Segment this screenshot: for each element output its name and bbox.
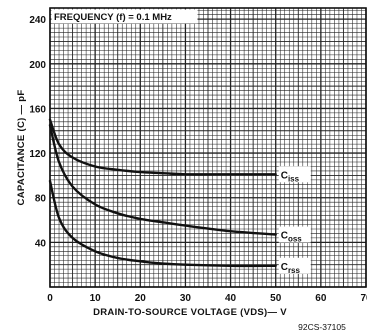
x-tick-label: 10 bbox=[90, 293, 102, 304]
y-tick-label: 160 bbox=[29, 104, 46, 115]
y-axis-ticks: 40 80 120 160 200 240 bbox=[29, 15, 46, 249]
series-label-ciss: Ciss bbox=[281, 170, 300, 183]
chart-grid bbox=[49, 8, 367, 288]
y-tick-label: 40 bbox=[35, 238, 47, 249]
x-tick-label: 20 bbox=[135, 293, 147, 304]
series-line-crss bbox=[48, 179, 277, 268]
y-tick-label: 200 bbox=[29, 60, 46, 71]
y-axis-title: CAPACITANCE (C) — pF bbox=[16, 90, 27, 206]
y-tick-label: 80 bbox=[35, 194, 47, 205]
x-tick-label: 50 bbox=[270, 293, 282, 304]
series-label-coss: Coss bbox=[281, 231, 303, 244]
series-labels: Ciss Coss Crss bbox=[278, 166, 311, 275]
y-tick-label: 120 bbox=[29, 149, 46, 160]
frequency-annotation: FREQUENCY (f) = 0.1 MHz bbox=[54, 12, 172, 23]
frequency-banner-background bbox=[51, 9, 198, 24]
x-axis-title: DRAIN-TO-SOURCE VOLTAGE (VDS)— V bbox=[93, 307, 287, 318]
y-tick-label: 240 bbox=[29, 15, 46, 26]
series-label-background bbox=[278, 257, 311, 274]
series-line-ciss bbox=[48, 118, 277, 176]
plot-frame bbox=[49, 7, 367, 288]
x-tick-label: 60 bbox=[315, 293, 327, 304]
x-tick-label: 30 bbox=[180, 293, 192, 304]
series-curves bbox=[48, 118, 277, 268]
series-label-crss: Crss bbox=[281, 262, 301, 275]
series-line-coss bbox=[48, 124, 277, 236]
x-axis-ticks: 0 10 20 30 40 50 60 70 bbox=[47, 293, 367, 304]
x-tick-label: 0 bbox=[47, 293, 53, 304]
series-label-background bbox=[278, 226, 311, 243]
series-label-background bbox=[278, 166, 311, 183]
x-tick-label: 40 bbox=[225, 293, 237, 304]
x-tick-label: 70 bbox=[360, 293, 367, 304]
figure-code: 92CS-37105 bbox=[298, 322, 346, 332]
